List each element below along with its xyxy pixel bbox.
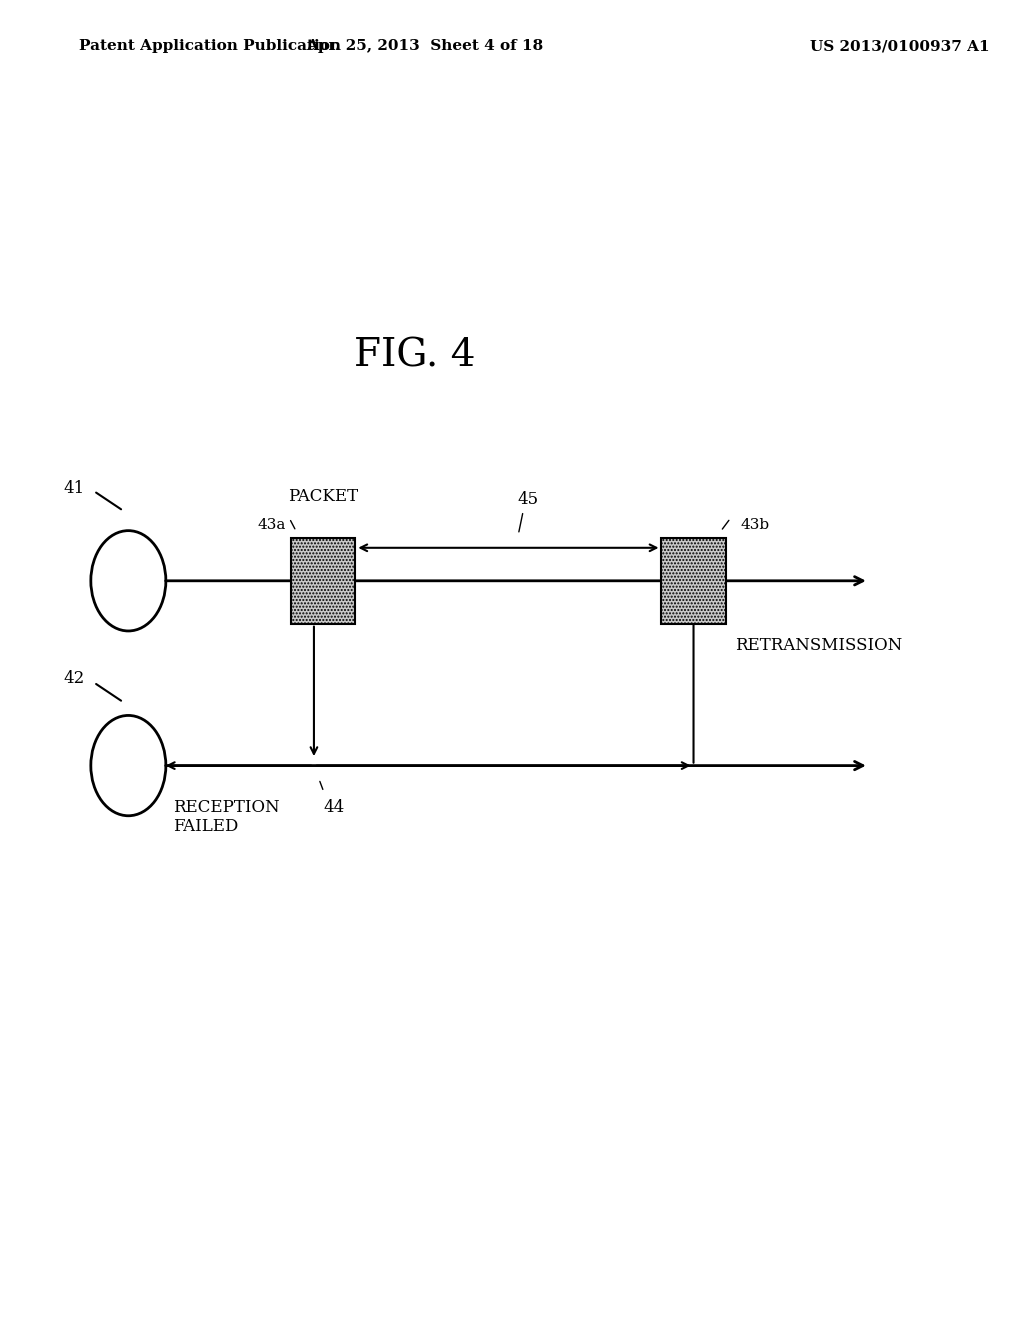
FancyBboxPatch shape <box>662 539 726 623</box>
Text: PACKET: PACKET <box>288 488 358 504</box>
Text: Apr. 25, 2013  Sheet 4 of 18: Apr. 25, 2013 Sheet 4 of 18 <box>306 40 543 53</box>
Text: 43a: 43a <box>258 517 287 532</box>
Text: Patent Application Publication: Patent Application Publication <box>79 40 341 53</box>
Text: 44: 44 <box>324 799 345 816</box>
Text: 45: 45 <box>517 491 539 508</box>
Text: 42: 42 <box>63 671 85 686</box>
FancyBboxPatch shape <box>291 539 355 623</box>
Text: 43b: 43b <box>740 517 770 532</box>
Text: US 2013/0100937 A1: US 2013/0100937 A1 <box>810 40 989 53</box>
Text: FIG. 4: FIG. 4 <box>354 338 475 375</box>
Text: 41: 41 <box>63 480 85 496</box>
Text: RECEPTION
FAILED: RECEPTION FAILED <box>173 799 280 836</box>
Text: RETRANSMISSION: RETRANSMISSION <box>735 636 903 653</box>
